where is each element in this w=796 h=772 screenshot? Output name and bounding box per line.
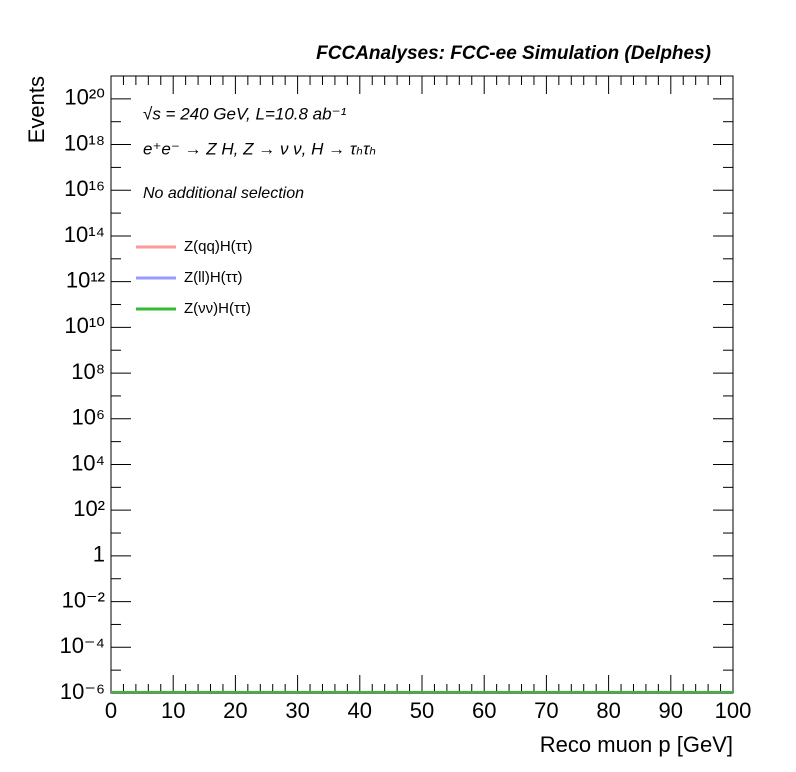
annotation: √s = 240 GeV, L=10.8 ab⁻¹	[143, 104, 347, 123]
y-tick-label: 10⁶	[71, 405, 105, 430]
annotation: e⁺e⁻ → Z H, Z → ν ν, H → τₕτₕ	[143, 139, 376, 158]
x-tick-label: 0	[105, 698, 117, 723]
legend-label: Z(νν)H(ττ)	[184, 300, 251, 317]
y-tick-label: 10¹⁶	[64, 176, 105, 201]
x-tick-label: 10	[161, 698, 185, 723]
y-tick-label: 10²⁰	[64, 85, 105, 110]
y-tick-label: 10¹⁴	[64, 222, 105, 247]
y-tick-label: 10⁻⁴	[59, 633, 105, 658]
x-tick-label: 90	[659, 698, 683, 723]
x-tick-label: 100	[715, 698, 752, 723]
x-tick-label: 40	[348, 698, 372, 723]
y-tick-label: 1	[93, 542, 105, 567]
x-tick-label: 60	[472, 698, 496, 723]
y-tick-label: 10⁸	[71, 359, 105, 384]
x-tick-label: 30	[285, 698, 309, 723]
y-tick-label: 10⁻²	[62, 587, 105, 612]
y-axis-label: Events	[24, 76, 49, 143]
y-tick-label: 10¹⁰	[64, 313, 105, 338]
chart-title: FCCAnalyses: FCC-ee Simulation (Delphes)	[316, 43, 711, 64]
y-tick-label: 10⁴	[71, 450, 105, 475]
x-tick-label: 80	[596, 698, 620, 723]
x-axis-label: Reco muon p [GeV]	[540, 732, 733, 757]
y-tick-label: 10²	[73, 496, 105, 521]
annotation: No additional selection	[143, 185, 304, 202]
legend-label: Z(qq)H(ττ)	[184, 238, 253, 255]
legend-label: Z(ll)H(ττ)	[184, 269, 243, 286]
y-tick-label: 10⁻⁶	[60, 679, 105, 704]
y-tick-label: 10¹²	[66, 267, 105, 292]
x-tick-label: 50	[410, 698, 434, 723]
x-tick-label: 70	[534, 698, 558, 723]
y-tick-label: 10¹⁸	[64, 130, 105, 155]
x-tick-label: 20	[223, 698, 247, 723]
